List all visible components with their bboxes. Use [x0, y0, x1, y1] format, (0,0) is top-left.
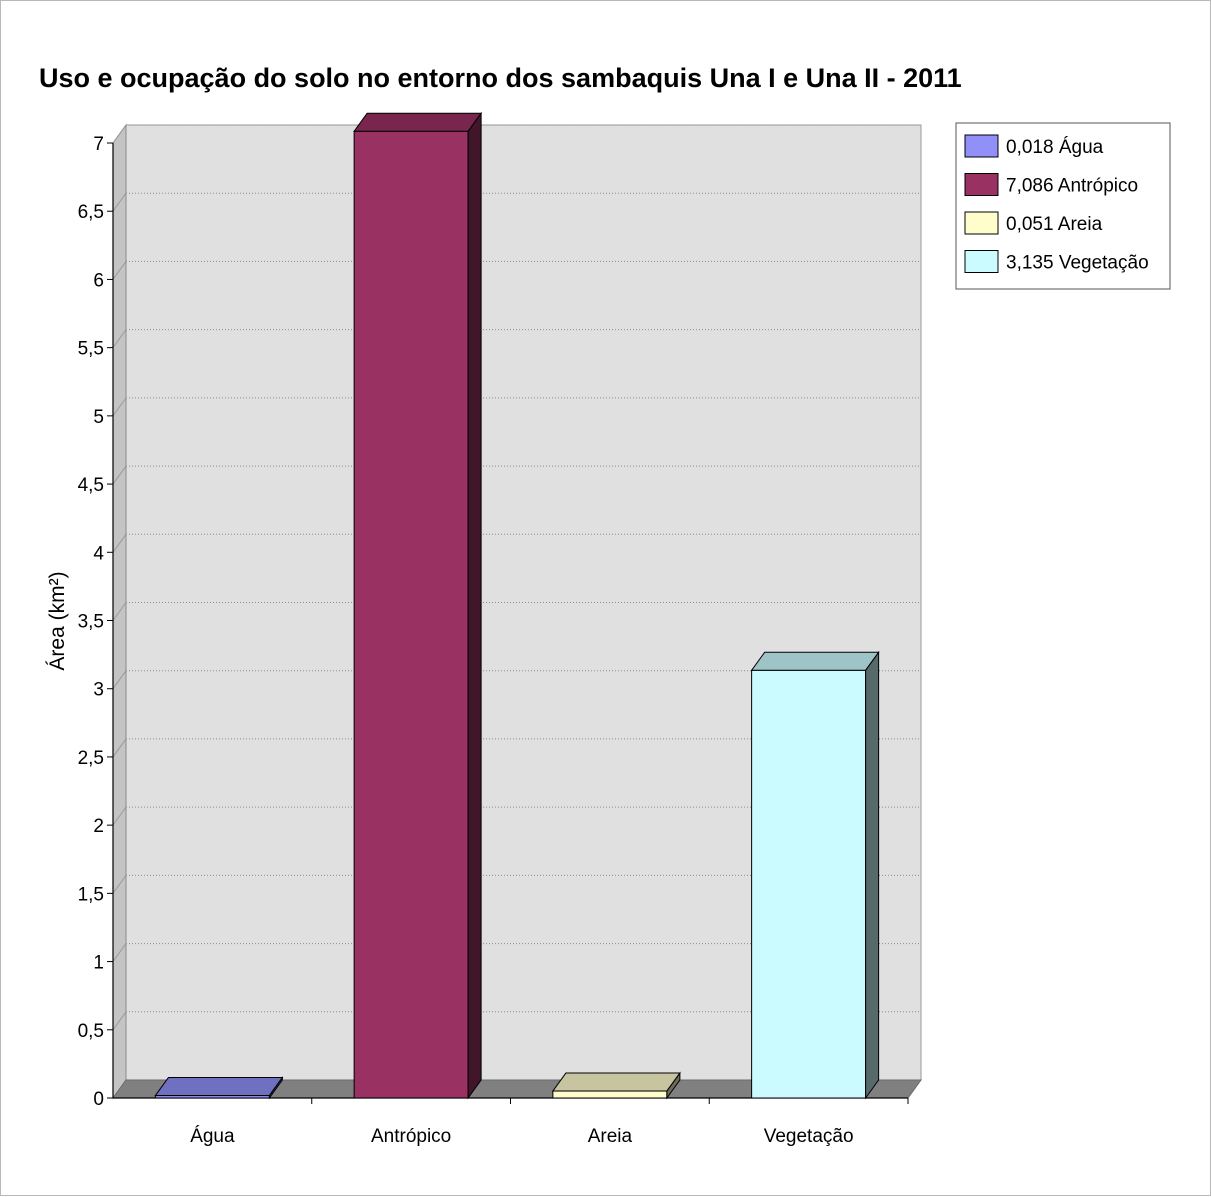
gridline-side	[112, 806, 127, 826]
bar-side	[268, 1075, 283, 1100]
y-tick-label: 2	[93, 816, 104, 837]
legend-entry: 7,086 Antrópico	[1006, 176, 1138, 197]
gridline-side	[112, 329, 127, 348]
legend: 0,018 Água 7,086 Antrópico 0,051 Areia 3,13…	[955, 122, 1171, 290]
legend-entry: 3,135 Vegetação	[1006, 253, 1149, 274]
bar-side	[666, 1071, 681, 1100]
gridline-side	[112, 397, 127, 417]
gridline-side	[112, 738, 127, 758]
y-tick-label: 0	[93, 1089, 104, 1110]
legend-swatch	[964, 250, 999, 273]
bar	[552, 1090, 668, 1099]
x-tick-label: Areia	[588, 1126, 633, 1147]
y-axis-label: Área (km²)	[46, 571, 69, 670]
legend-entry: 0,018 Água	[1006, 137, 1104, 158]
y-tick-label: 2,5	[78, 748, 104, 769]
legend-swatch	[964, 173, 999, 196]
gridline-side	[112, 602, 127, 621]
y-tick-label: 3	[93, 680, 104, 701]
y-tick-label: 5,5	[78, 339, 104, 360]
bar	[751, 669, 867, 1099]
x-tick-label: Vegetação	[764, 1126, 854, 1147]
gridline-side	[112, 943, 127, 962]
y-tick-label: 7	[93, 134, 104, 155]
bar-top	[551, 1072, 681, 1092]
y-tick-label: 0,5	[78, 1021, 104, 1042]
x-tick-label: Água	[190, 1126, 235, 1147]
gridline-side	[112, 1011, 127, 1031]
y-tick-label: 1	[93, 953, 104, 974]
legend-swatch	[964, 211, 999, 235]
bar-top	[353, 112, 483, 132]
gridline-side	[112, 670, 127, 690]
y-tick-label: 1,5	[78, 884, 104, 905]
y-tick-label: 4,5	[78, 475, 104, 496]
plot-area: 0 0,5 1 1,5 2 2,5 3 3,5 4 4,5 5 5,5 6 6,5 7 Água Antrópi…	[78, 111, 922, 1147]
y-tick-label: 6	[93, 270, 104, 291]
bar-top	[750, 651, 880, 671]
bar-side	[467, 111, 482, 1100]
bar-top	[154, 1077, 284, 1097]
bar	[353, 130, 469, 1099]
chart-title: Uso e ocupação do solo no entorno dos sa…	[39, 63, 962, 93]
legend-swatch	[964, 134, 999, 158]
gridline-side	[112, 875, 127, 894]
gridline-side	[112, 192, 127, 212]
x-tick-label: Antrópico	[371, 1126, 451, 1147]
gridline-side	[112, 124, 127, 144]
bar-side	[865, 650, 880, 1100]
y-tick-label: 5	[93, 407, 104, 428]
gridline-side	[112, 533, 127, 553]
y-tick-label: 4	[93, 543, 104, 564]
y-tick-label: 6,5	[78, 202, 104, 223]
y-tick-label: 3,5	[78, 612, 104, 633]
gridline-side	[112, 261, 127, 280]
gridline-side	[112, 465, 127, 485]
legend-entry: 0,051 Areia	[1006, 214, 1103, 235]
